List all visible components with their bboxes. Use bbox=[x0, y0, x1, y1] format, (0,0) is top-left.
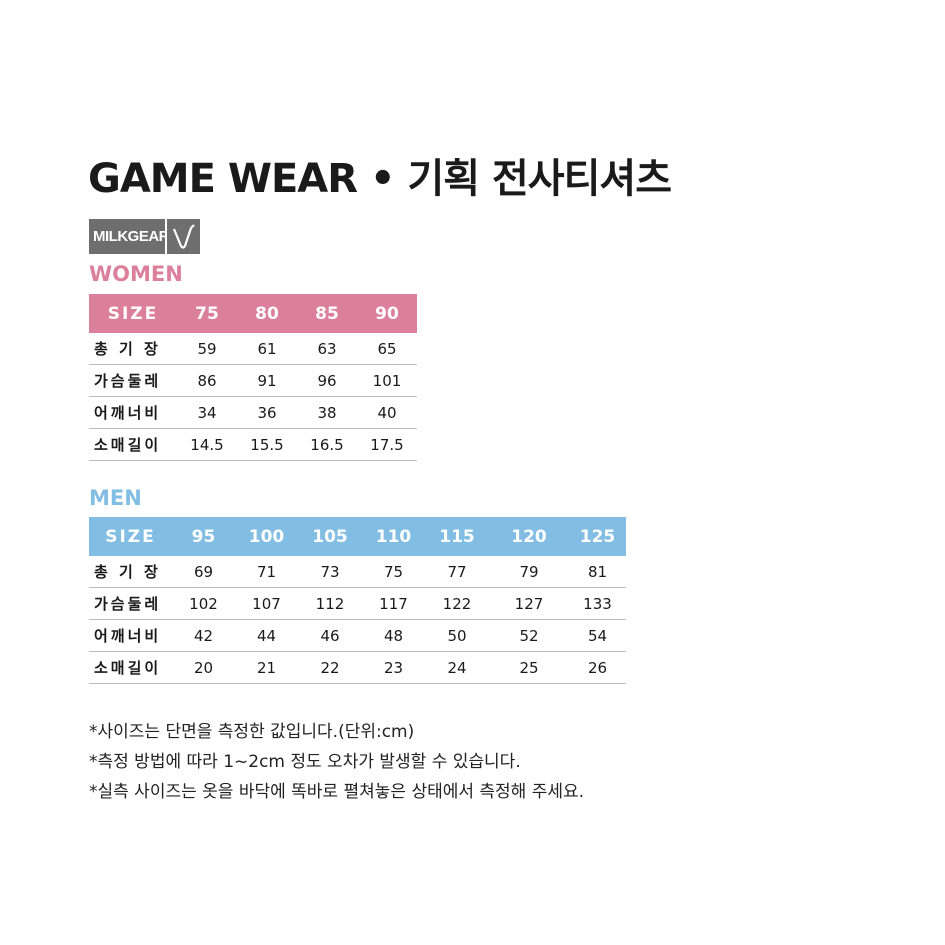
size-header-cell: 120 bbox=[511, 526, 547, 547]
measurement-cell: 86 bbox=[177, 364, 237, 397]
measurement-cell: 17.5 bbox=[357, 428, 417, 461]
measurement-cell: 36 bbox=[237, 396, 297, 429]
measurement-cell: 133 bbox=[569, 587, 626, 620]
measurement-cell: 24 bbox=[425, 651, 489, 684]
size-header-cell: 90 bbox=[375, 303, 399, 324]
measurement-cell: 22 bbox=[298, 651, 362, 684]
row-label: 총 기 장 bbox=[89, 333, 177, 365]
row-label: 가슴둘레 bbox=[89, 364, 177, 397]
measurement-cell: 44 bbox=[235, 619, 298, 652]
row-label: 소매길이 bbox=[89, 651, 172, 684]
men-heading: MEN bbox=[89, 486, 142, 510]
table-row: 소매길이 14.5 15.5 16.5 17.5 bbox=[89, 428, 417, 461]
measurement-cell: 25 bbox=[489, 651, 569, 684]
measurement-cell: 14.5 bbox=[177, 428, 237, 461]
measurement-cell: 69 bbox=[172, 556, 235, 588]
men-size-table: SIZE 95 100 105 110 115 120 125 총 기 장 69 71 73 75 77… bbox=[89, 517, 626, 684]
measurement-cell: 23 bbox=[362, 651, 425, 684]
table-row: 가슴둘레 102 107 112 117 122 127 133 bbox=[89, 587, 626, 620]
measurement-cell: 38 bbox=[297, 396, 357, 429]
measurement-cell: 50 bbox=[425, 619, 489, 652]
note: *측정 방법에 따라 1~2cm 정도 오차가 발생할 수 있습니다. bbox=[89, 752, 521, 772]
note: *사이즈는 단면을 측정한 값입니다.(단위:cm) bbox=[89, 722, 415, 742]
size-header-cell: 100 bbox=[248, 526, 285, 547]
logo-wordmark: MILKGEAR bbox=[89, 219, 165, 254]
table-row: 총 기 장 59 61 63 65 bbox=[89, 333, 417, 365]
measurement-cell: 91 bbox=[237, 364, 297, 397]
measurement-cell: 40 bbox=[357, 396, 417, 429]
measurement-cell: 63 bbox=[297, 333, 357, 365]
page-title: GAME WEAR • 기획 전사티셔츠 bbox=[88, 156, 672, 202]
measurement-cell: 107 bbox=[235, 587, 298, 620]
measurement-cell: 73 bbox=[298, 556, 362, 588]
measurement-cell: 21 bbox=[235, 651, 298, 684]
row-label: 어깨너비 bbox=[89, 396, 177, 429]
size-header-cell: 115 bbox=[439, 526, 475, 547]
table-row: 소매길이 20 21 22 23 24 25 26 bbox=[89, 651, 626, 684]
measurement-cell: 20 bbox=[172, 651, 235, 684]
table-header-row: SIZE 95 100 105 110 115 120 125 bbox=[89, 517, 626, 556]
measurement-cell: 52 bbox=[489, 619, 569, 652]
measurement-cell: 34 bbox=[177, 396, 237, 429]
measurement-cell: 96 bbox=[297, 364, 357, 397]
measurement-cell: 102 bbox=[172, 587, 235, 620]
measurement-cell: 59 bbox=[177, 333, 237, 365]
measurement-cell: 117 bbox=[362, 587, 425, 620]
note: *실측 사이즈는 옷을 바닥에 똑바로 펼쳐놓은 상태에서 측정해 주세요. bbox=[89, 782, 585, 802]
row-label: 가슴둘레 bbox=[89, 587, 172, 620]
women-heading: WOMEN bbox=[89, 262, 183, 286]
measurement-cell: 54 bbox=[569, 619, 626, 652]
size-header-cell: 95 bbox=[191, 526, 216, 547]
row-label: 총 기 장 bbox=[89, 556, 172, 588]
size-header-cell: 80 bbox=[255, 303, 279, 324]
measurement-cell: 26 bbox=[569, 651, 626, 684]
measurement-cell: 46 bbox=[298, 619, 362, 652]
measurement-cell: 71 bbox=[235, 556, 298, 588]
measurement-cell: 127 bbox=[489, 587, 569, 620]
measurement-cell: 61 bbox=[237, 333, 297, 365]
size-header-cell: 105 bbox=[312, 526, 348, 547]
measurement-cell: 101 bbox=[357, 364, 417, 397]
table-row: 어깨너비 34 36 38 40 bbox=[89, 396, 417, 429]
row-label: 어깨너비 bbox=[89, 619, 172, 652]
measurement-cell: 15.5 bbox=[237, 428, 297, 461]
notes: *사이즈는 단면을 측정한 값입니다.(단위:cm) *측정 방법에 따라 1~… bbox=[89, 717, 584, 807]
size-header-cell: 75 bbox=[195, 303, 219, 324]
measurement-cell: 112 bbox=[298, 587, 362, 620]
measurement-cell: 75 bbox=[362, 556, 425, 588]
size-header-cell: 85 bbox=[315, 303, 339, 324]
table-header-row: SIZE 75 80 85 90 bbox=[89, 294, 417, 333]
table-row: 가슴둘레 86 91 96 101 bbox=[89, 364, 417, 397]
measurement-cell: 48 bbox=[362, 619, 425, 652]
table-row: 어깨너비 42 44 46 48 50 52 54 bbox=[89, 619, 626, 652]
women-size-table: SIZE 75 80 85 90 총 기 장 59 61 63 65 가슴둘레 86 91 96 101 어… bbox=[89, 294, 417, 461]
measurement-cell: 122 bbox=[425, 587, 489, 620]
size-header: SIZE bbox=[107, 303, 159, 324]
measurement-cell: 42 bbox=[172, 619, 235, 652]
row-label: 소매길이 bbox=[89, 428, 177, 461]
size-header: SIZE bbox=[105, 526, 156, 547]
logo-v-icon bbox=[167, 219, 200, 254]
milkgear-logo: MILKGEAR bbox=[89, 219, 200, 254]
size-header-cell: 110 bbox=[375, 526, 412, 547]
measurement-cell: 16.5 bbox=[297, 428, 357, 461]
table-row: 총 기 장 69 71 73 75 77 79 81 bbox=[89, 556, 626, 588]
measurement-cell: 79 bbox=[489, 556, 569, 588]
measurement-cell: 81 bbox=[569, 556, 626, 588]
measurement-cell: 65 bbox=[357, 333, 417, 365]
measurement-cell: 77 bbox=[425, 556, 489, 588]
size-header-cell: 125 bbox=[579, 526, 616, 547]
